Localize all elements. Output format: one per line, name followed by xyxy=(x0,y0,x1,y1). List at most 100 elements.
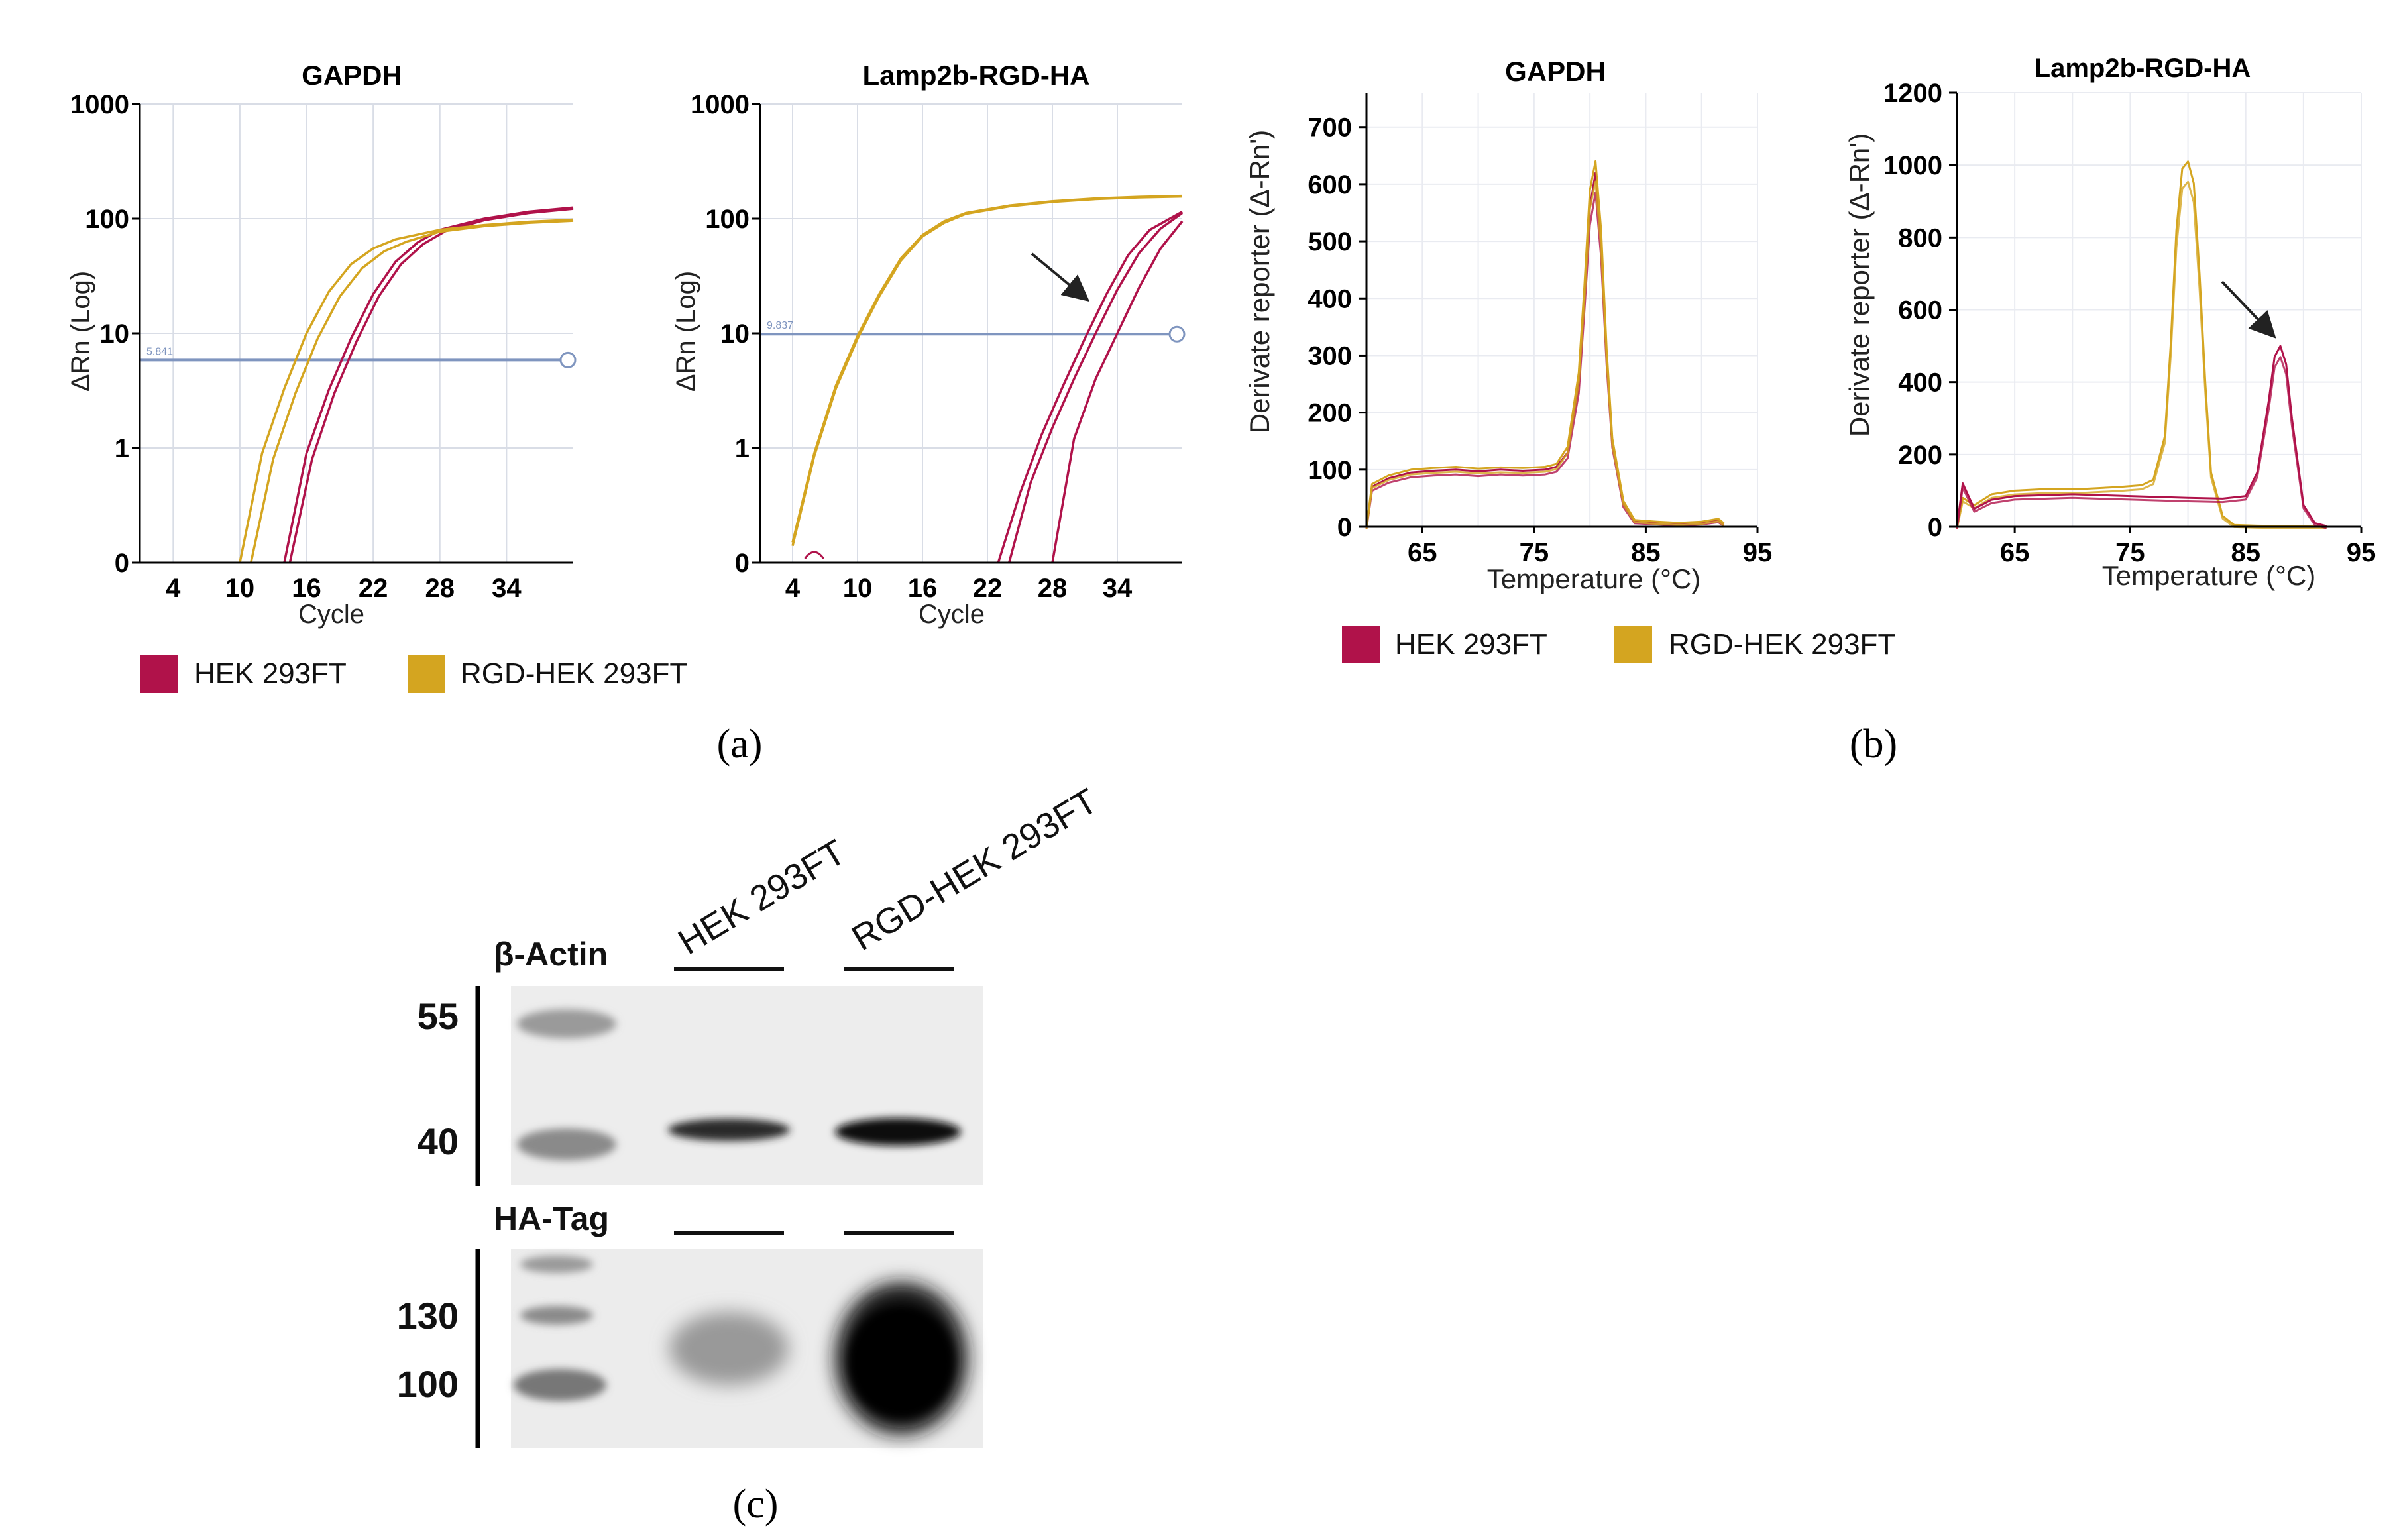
x-axis-label: Temperature (°C) xyxy=(1487,563,1701,594)
y-tick-label: 0 xyxy=(735,549,750,578)
marker-40: 40 xyxy=(418,1121,459,1162)
chart-a1: 5.841 0 1 10 100 1000 4 10 16 22 28 34 GAPDH Cycle… xyxy=(66,60,577,629)
y-tick-label: 0 xyxy=(115,549,129,578)
legend-swatch-hek xyxy=(140,655,178,693)
legend-label-rgd: RGD-HEK 293FT xyxy=(1669,628,1895,661)
threshold-handle xyxy=(559,351,577,368)
y-axis-label: ΔRn (Log) xyxy=(66,271,95,392)
x-tick-label: 34 xyxy=(1103,574,1133,603)
series-lines xyxy=(239,206,574,563)
blot-label-actin: β-Actin xyxy=(494,936,608,973)
panel-label-b: (b) xyxy=(1850,722,1897,767)
y-tick-label: 400 xyxy=(1898,368,1942,398)
marker-55: 55 xyxy=(418,995,459,1037)
x-tick-label: 22 xyxy=(359,574,388,603)
x-tick-label: 75 xyxy=(1520,538,1549,567)
series-lines xyxy=(1956,160,2327,529)
y-tick-label: 200 xyxy=(1898,441,1942,470)
annotation-arrow xyxy=(1031,252,1090,302)
y-tick-label: 100 xyxy=(1308,456,1352,485)
x-tick-label: 34 xyxy=(492,574,522,603)
western-blot: HEK 293FT RGD-HEK 293FT β-Actin 55 40 HA… xyxy=(397,781,1104,1448)
threshold-value: 5.841 xyxy=(146,346,173,357)
x-tick-label: 22 xyxy=(973,574,1003,603)
legend-label-hek: HEK 293FT xyxy=(1395,628,1547,661)
y-tick-label: 0 xyxy=(1928,513,1942,542)
x-tick-label: 16 xyxy=(292,574,321,603)
series-line xyxy=(1956,356,2327,529)
legend-swatch-hek xyxy=(1342,626,1380,663)
y-tick-label: 800 xyxy=(1898,223,1942,252)
series-line xyxy=(997,210,1183,563)
y-tick-label: 1 xyxy=(115,434,129,463)
series-lines xyxy=(791,194,1184,563)
x-tick-label: 95 xyxy=(1743,538,1773,567)
series-line xyxy=(283,206,574,563)
x-tick-label: 10 xyxy=(843,574,873,603)
threshold-value: 9.837 xyxy=(767,320,793,331)
y-tick-label: 600 xyxy=(1898,296,1942,325)
axes: 0 1 10 100 1000 4 10 16 22 28 34 xyxy=(70,90,573,603)
x-tick-label: 16 xyxy=(908,574,938,603)
y-tick-label: 200 xyxy=(1308,399,1352,428)
axes: 0 100 200 300 400 500 600 700 65 75 85 95 xyxy=(1308,93,1772,567)
threshold-handle xyxy=(1168,325,1186,343)
x-tick-label: 4 xyxy=(785,574,801,603)
x-tick-label: 85 xyxy=(2231,538,2260,567)
x-axis-label: Cycle xyxy=(298,600,364,629)
lane-label-rgd: RGD-HEK 293FT xyxy=(845,781,1104,958)
marker-130: 130 xyxy=(397,1295,459,1337)
legend-swatch-rgd xyxy=(1614,626,1652,663)
legend-label-rgd: RGD-HEK 293FT xyxy=(461,657,687,690)
x-tick-label: 10 xyxy=(225,574,255,603)
blot-image-ha xyxy=(511,1249,983,1448)
y-tick-label: 100 xyxy=(85,205,129,234)
chart-title: Lamp2b-RGD-HA xyxy=(2035,54,2251,83)
series-line xyxy=(1008,212,1184,563)
y-tick-label: 400 xyxy=(1308,284,1352,313)
y-tick-label: 500 xyxy=(1308,227,1352,256)
x-tick-label: 65 xyxy=(1408,538,1437,567)
chart-title: GAPDH xyxy=(1505,56,1606,87)
y-tick-label: 300 xyxy=(1308,341,1352,370)
threshold-line: 9.837 xyxy=(760,320,1186,343)
y-tick-label: 0 xyxy=(1337,513,1352,542)
lane-label-hek: HEK 293FT xyxy=(671,832,852,963)
panel-label-a: (a) xyxy=(717,722,763,767)
chart-b1: 0 100 200 300 400 500 600 700 65 75 85 95 GAPDH Tem… xyxy=(1244,56,1772,594)
y-tick-label: 1000 xyxy=(1883,151,1942,180)
series-line xyxy=(791,195,1183,547)
blot-label-ha: HA-Tag xyxy=(494,1200,609,1237)
series-lines xyxy=(1365,160,1725,529)
legend-label-hek: HEK 293FT xyxy=(194,657,347,690)
series-line xyxy=(1051,220,1184,563)
blot-image-actin xyxy=(511,986,983,1185)
x-tick-label: 28 xyxy=(425,574,455,603)
chart-title: Lamp2b-RGD-HA xyxy=(863,60,1090,91)
y-tick-label: 1000 xyxy=(70,90,129,119)
y-tick-label: 1 xyxy=(735,434,750,463)
y-tick-label: 1000 xyxy=(691,90,750,119)
y-tick-label: 10 xyxy=(100,319,130,349)
series-line xyxy=(1365,180,1725,529)
axes: 0 200 400 600 800 1000 1200 65 75 85 95 xyxy=(1883,79,2376,567)
legend-a: HEK 293FT RGD-HEK 293FT xyxy=(140,655,687,693)
chart-a2: 9.837 0 1 10 100 1000 4 10 16 22 28 34 Lamp2b-RGD-… xyxy=(671,60,1186,629)
x-tick-label: 95 xyxy=(2347,538,2376,567)
y-tick-label: 10 xyxy=(720,319,750,349)
legend-b: HEK 293FT RGD-HEK 293FT xyxy=(1342,626,1895,663)
y-tick-label: 1200 xyxy=(1883,79,1942,108)
series-line xyxy=(288,207,574,563)
series-line xyxy=(249,219,574,563)
series-line xyxy=(239,218,574,563)
y-axis-label: ΔRn (Log) xyxy=(671,271,700,392)
series-line xyxy=(1365,191,1725,529)
annotation-arrow xyxy=(2221,280,2276,339)
noise-blip xyxy=(804,551,824,559)
legend-swatch-rgd xyxy=(408,655,445,693)
series-line xyxy=(1956,160,2327,527)
grid xyxy=(140,103,573,563)
x-tick-label: 28 xyxy=(1038,574,1068,603)
series-line xyxy=(1956,180,2327,529)
